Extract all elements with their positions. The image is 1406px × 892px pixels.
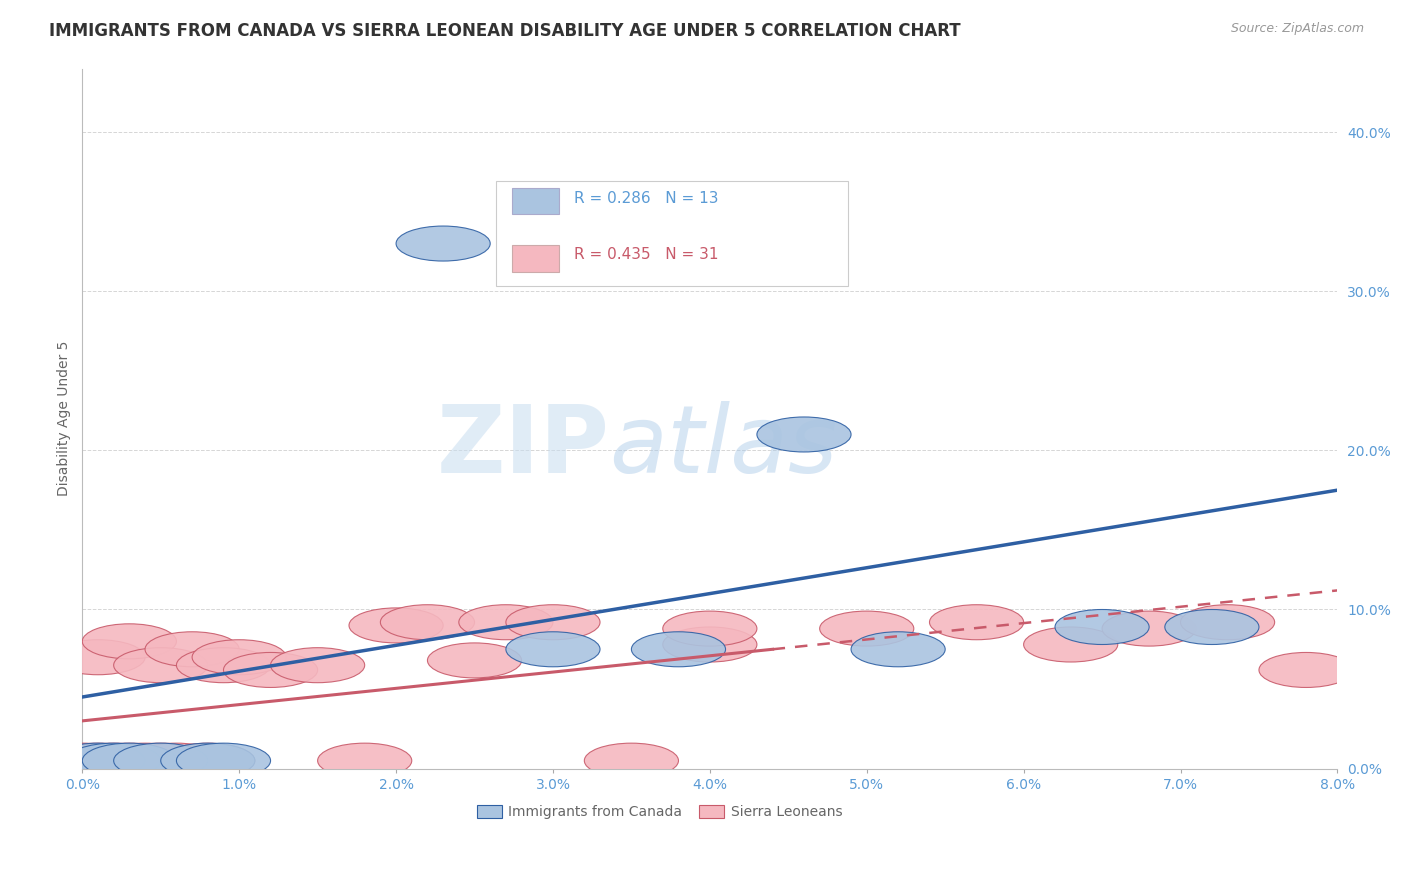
Ellipse shape — [506, 605, 600, 640]
Ellipse shape — [35, 743, 129, 778]
Ellipse shape — [193, 640, 287, 674]
Ellipse shape — [427, 643, 522, 678]
Ellipse shape — [66, 743, 160, 778]
Ellipse shape — [1181, 605, 1275, 640]
Ellipse shape — [66, 743, 160, 778]
Ellipse shape — [83, 743, 176, 778]
Ellipse shape — [51, 640, 145, 674]
Ellipse shape — [1164, 609, 1258, 645]
Ellipse shape — [129, 743, 224, 778]
Text: R = 0.286   N = 13: R = 0.286 N = 13 — [574, 191, 718, 206]
Ellipse shape — [662, 611, 756, 646]
Ellipse shape — [83, 743, 176, 778]
Ellipse shape — [176, 648, 270, 682]
Ellipse shape — [51, 743, 145, 778]
Ellipse shape — [145, 632, 239, 667]
Ellipse shape — [114, 743, 208, 778]
Ellipse shape — [318, 743, 412, 778]
Ellipse shape — [756, 417, 851, 452]
Ellipse shape — [820, 611, 914, 646]
Ellipse shape — [51, 743, 145, 778]
Ellipse shape — [929, 605, 1024, 640]
Ellipse shape — [585, 743, 679, 778]
Ellipse shape — [396, 226, 491, 261]
Ellipse shape — [114, 743, 208, 778]
Ellipse shape — [1258, 652, 1353, 688]
Ellipse shape — [114, 648, 208, 682]
FancyBboxPatch shape — [512, 187, 560, 214]
Ellipse shape — [349, 608, 443, 643]
Ellipse shape — [381, 605, 474, 640]
Text: Source: ZipAtlas.com: Source: ZipAtlas.com — [1230, 22, 1364, 36]
Ellipse shape — [662, 627, 756, 662]
FancyBboxPatch shape — [512, 245, 560, 271]
Ellipse shape — [1054, 609, 1149, 645]
Ellipse shape — [176, 743, 270, 778]
Ellipse shape — [224, 652, 318, 688]
Ellipse shape — [160, 743, 254, 778]
Text: R = 0.435   N = 31: R = 0.435 N = 31 — [574, 247, 718, 262]
Text: ZIP: ZIP — [437, 401, 609, 492]
Text: IMMIGRANTS FROM CANADA VS SIERRA LEONEAN DISABILITY AGE UNDER 5 CORRELATION CHAR: IMMIGRANTS FROM CANADA VS SIERRA LEONEAN… — [49, 22, 960, 40]
Ellipse shape — [270, 648, 364, 682]
Legend: Immigrants from Canada, Sierra Leoneans: Immigrants from Canada, Sierra Leoneans — [471, 799, 848, 825]
Ellipse shape — [851, 632, 945, 667]
Text: atlas: atlas — [609, 401, 838, 492]
Ellipse shape — [506, 632, 600, 667]
Ellipse shape — [1024, 627, 1118, 662]
Ellipse shape — [83, 624, 176, 659]
Ellipse shape — [458, 605, 553, 640]
Y-axis label: Disability Age Under 5: Disability Age Under 5 — [58, 341, 72, 496]
FancyBboxPatch shape — [496, 180, 848, 285]
Ellipse shape — [631, 632, 725, 667]
Ellipse shape — [160, 743, 254, 778]
Ellipse shape — [98, 743, 193, 778]
Ellipse shape — [1102, 611, 1197, 646]
